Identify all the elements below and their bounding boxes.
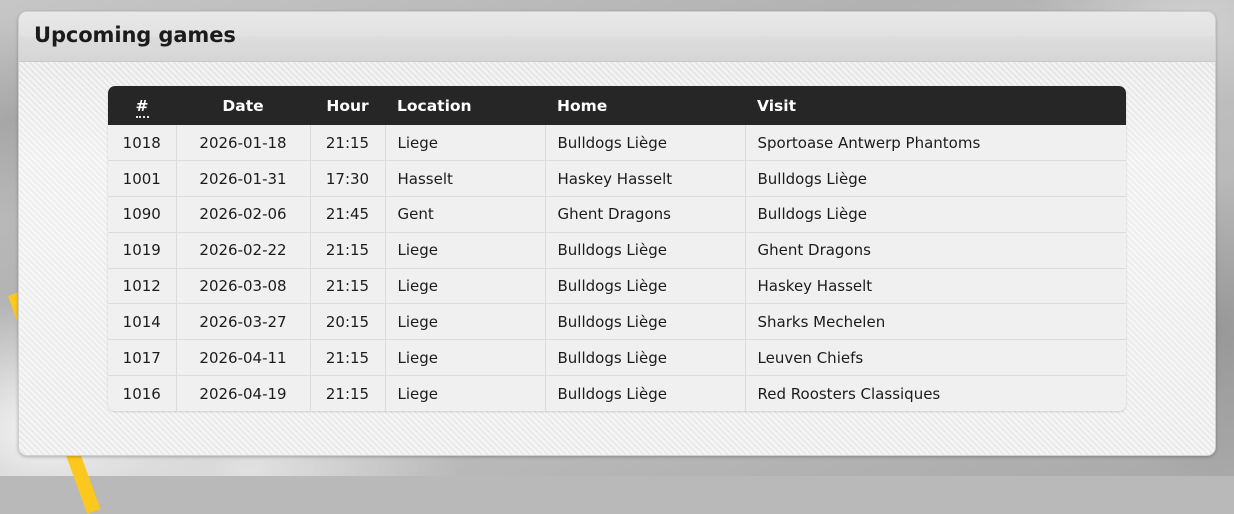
cell-visit: Bulldogs Liège bbox=[745, 160, 1126, 198]
cell-loc: Liege bbox=[385, 303, 546, 341]
cell-num: 1014 bbox=[108, 303, 177, 341]
cell-hour: 21:15 bbox=[310, 375, 386, 412]
cell-date: 2026-04-11 bbox=[176, 339, 311, 377]
cell-home: Bulldogs Liège bbox=[545, 375, 746, 412]
column-header-visit[interactable]: Visit bbox=[745, 86, 1126, 125]
cell-home: Haskey Hasselt bbox=[545, 160, 746, 198]
cell-home: Bulldogs Liège bbox=[545, 268, 746, 305]
panel-header: Upcoming games bbox=[19, 12, 1215, 62]
cell-num: 1001 bbox=[108, 160, 177, 198]
cell-home: Bulldogs Liège bbox=[545, 125, 746, 162]
table-row[interactable]: 1090 2026-02-06 21:45 Gent Ghent Dragons Bull… bbox=[108, 196, 1126, 233]
cell-hour: 21:45 bbox=[310, 196, 386, 233]
table-row[interactable]: 1019 2026-02-22 21:15 Liege Bulldogs Liège Gh… bbox=[108, 232, 1126, 269]
cell-num: 1019 bbox=[108, 232, 177, 269]
cell-hour: 21:15 bbox=[310, 232, 386, 269]
table-header-row: # Date Hour Location Home Visit bbox=[108, 86, 1126, 125]
cell-loc: Liege bbox=[385, 232, 546, 269]
table-row[interactable]: 1016 2026-04-19 21:15 Liege Bulldogs Liège Re… bbox=[108, 375, 1126, 412]
cell-home: Bulldogs Liège bbox=[545, 232, 746, 269]
column-header-home[interactable]: Home bbox=[545, 86, 745, 125]
column-header-hour[interactable]: Hour bbox=[310, 86, 385, 125]
cell-visit: Red Roosters Classiques bbox=[745, 375, 1126, 412]
table-row[interactable]: 1014 2026-03-27 20:15 Liege Bulldogs Liège Sh… bbox=[108, 303, 1126, 341]
cell-visit: Haskey Hasselt bbox=[745, 268, 1126, 305]
cell-date: 2026-01-31 bbox=[176, 160, 311, 198]
cell-visit: Leuven Chiefs bbox=[745, 339, 1126, 377]
cell-visit: Bulldogs Liège bbox=[745, 196, 1126, 233]
cell-hour: 20:15 bbox=[310, 303, 386, 341]
page-title: Upcoming games bbox=[34, 23, 236, 47]
cell-loc: Gent bbox=[385, 196, 546, 233]
games-table-container: # Date Hour Location Home Visit 1018 2026… bbox=[108, 86, 1126, 412]
cell-home: Bulldogs Liège bbox=[545, 339, 746, 377]
cell-num: 1012 bbox=[108, 268, 177, 305]
number-column-label: # bbox=[135, 96, 149, 118]
cell-hour: 21:15 bbox=[310, 268, 386, 305]
table-row[interactable]: 1012 2026-03-08 21:15 Liege Bulldogs Liège Ha… bbox=[108, 268, 1126, 305]
cell-num: 1016 bbox=[108, 375, 177, 412]
cell-visit: Sharks Mechelen bbox=[745, 303, 1126, 341]
cell-visit: Sportoase Antwerp Phantoms bbox=[745, 125, 1126, 162]
cell-loc: Liege bbox=[385, 375, 546, 412]
table-row[interactable]: 1001 2026-01-31 17:30 Hasselt Haskey Hasselt… bbox=[108, 160, 1126, 198]
table-row[interactable]: 1017 2026-04-11 21:15 Liege Bulldogs Liège Le… bbox=[108, 339, 1126, 377]
cell-date: 2026-04-19 bbox=[176, 375, 311, 412]
column-header-date[interactable]: Date bbox=[176, 86, 310, 125]
cell-home: Bulldogs Liège bbox=[545, 303, 746, 341]
cell-loc: Liege bbox=[385, 268, 546, 305]
table-header: # Date Hour Location Home Visit bbox=[108, 86, 1126, 125]
table-row[interactable]: 1018 2026-01-18 21:15 Liege Bulldogs Liège Sp… bbox=[108, 125, 1126, 162]
cell-hour: 21:15 bbox=[310, 339, 386, 377]
column-header-location[interactable]: Location bbox=[385, 86, 545, 125]
cell-date: 2026-01-18 bbox=[176, 125, 311, 162]
cell-loc: Hasselt bbox=[385, 160, 546, 198]
upcoming-games-panel: Upcoming games # Date Hour Location Home… bbox=[18, 11, 1216, 456]
table-body: 1018 2026-01-18 21:15 Liege Bulldogs Liège Sp… bbox=[108, 125, 1126, 412]
cell-date: 2026-02-06 bbox=[176, 196, 311, 233]
cell-date: 2026-02-22 bbox=[176, 232, 311, 269]
cell-date: 2026-03-27 bbox=[176, 303, 311, 341]
cell-num: 1090 bbox=[108, 196, 177, 233]
panel-body: # Date Hour Location Home Visit 1018 2026… bbox=[19, 62, 1215, 455]
cell-num: 1017 bbox=[108, 339, 177, 377]
cell-hour: 17:30 bbox=[310, 160, 386, 198]
cell-num: 1018 bbox=[108, 125, 177, 162]
column-header-number[interactable]: # bbox=[108, 86, 176, 125]
cell-visit: Ghent Dragons bbox=[745, 232, 1126, 269]
cell-loc: Liege bbox=[385, 125, 546, 162]
cell-date: 2026-03-08 bbox=[176, 268, 311, 305]
cell-home: Ghent Dragons bbox=[545, 196, 746, 233]
cell-loc: Liege bbox=[385, 339, 546, 377]
upcoming-games-table: # Date Hour Location Home Visit 1018 2026… bbox=[108, 86, 1126, 412]
cell-hour: 21:15 bbox=[310, 125, 386, 162]
